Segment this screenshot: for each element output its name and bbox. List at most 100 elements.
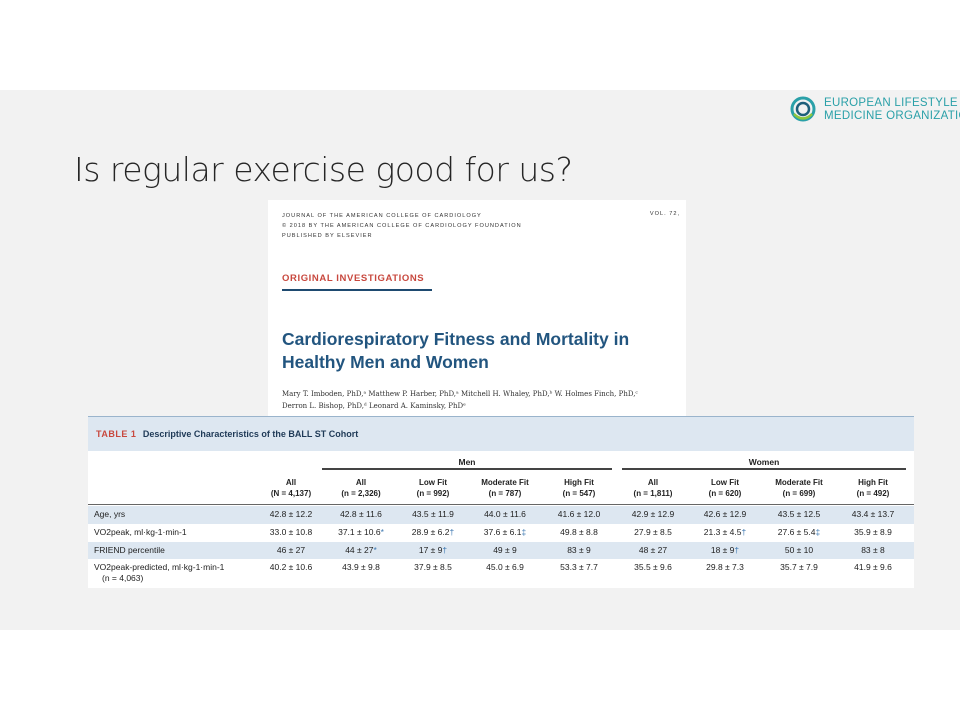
cell-value: 33.0 ± 10.8 xyxy=(269,527,313,537)
cell-footnote-mark: † xyxy=(442,545,448,555)
cell-value: 17 ± 9 xyxy=(418,545,443,555)
column-count: (n = 1,811) xyxy=(633,489,673,498)
cell-value: 35.9 ± 8.9 xyxy=(854,527,892,537)
cell-value: 42.9 ± 12.9 xyxy=(631,509,675,519)
elmo-logo: EUROPEAN LIFESTYLE MEDICINE ORGANIZATION xyxy=(790,94,960,126)
table-row: VO2peak, ml·kg-1·min-1 33.0 ± 10.8 37.1 ± … xyxy=(88,524,914,542)
cell-value: 18 ± 9 xyxy=(710,545,735,555)
cell-value: 37.6 ± 6.1 xyxy=(483,527,522,537)
header-rule xyxy=(88,504,914,505)
table-cell: 18 ± 9† xyxy=(690,545,760,556)
row-label: VO2peak, ml·kg-1·min-1 xyxy=(94,527,187,538)
journal-volume: VOL. 72, xyxy=(649,211,680,217)
cell-value: 41.6 ± 12.0 xyxy=(557,509,601,519)
group-header-men: Men xyxy=(458,457,476,467)
cell-value: 49 ± 9 xyxy=(493,545,517,555)
table-cell: 42.8 ± 12.2 xyxy=(256,509,326,520)
table-cell: 28.9 ± 6.2† xyxy=(398,527,468,538)
cell-value: 43.5 ± 12.5 xyxy=(777,509,821,519)
column-count: (n = 492) xyxy=(856,489,890,498)
table-cell: 27.9 ± 8.5 xyxy=(618,527,688,538)
logo-text: EUROPEAN LIFESTYLE MEDICINE ORGANIZATION xyxy=(824,97,960,123)
cell-value: 42.6 ± 12.9 xyxy=(703,509,747,519)
article-header-image: JOURNAL OF THE AMERICAN COLLEGE OF CARDI… xyxy=(268,200,686,416)
cell-value: 28.9 ± 6.2 xyxy=(411,527,450,537)
row-label-text: VO2peak-predicted, ml·kg-1·min-1 xyxy=(94,562,225,572)
table-cell: 44 ± 27* xyxy=(326,545,396,556)
table-cell: 44.0 ± 11.6 xyxy=(470,509,540,520)
cell-value: 27.6 ± 5.4 xyxy=(777,527,816,537)
table-cell: 49.8 ± 8.8 xyxy=(544,527,614,538)
column-name: High Fit xyxy=(564,478,594,487)
column-count: (n = 992) xyxy=(416,489,450,498)
journal-line: © 2018 BY THE AMERICAN COLLEGE OF CARDIO… xyxy=(282,223,522,229)
table-cell: 33.0 ± 10.8 xyxy=(256,527,326,538)
cell-value: 46 ± 27 xyxy=(276,545,306,555)
row-label-text: Age, yrs xyxy=(94,509,126,519)
row-label: VO2peak-predicted, ml·kg-1·min-1 (n = 4,0… xyxy=(94,562,224,584)
cell-value: 21.3 ± 4.5 xyxy=(703,527,742,537)
column-name: Moderate Fit xyxy=(775,478,823,487)
table-cell: 40.2 ± 10.6 xyxy=(256,562,326,573)
table-cell: 45.0 ± 6.9 xyxy=(470,562,540,573)
section-label: ORIGINAL INVESTIGATIONS xyxy=(282,273,425,284)
cell-value: 43.9 ± 9.8 xyxy=(342,562,380,572)
table-cell: 37.6 ± 6.1‡ xyxy=(470,527,540,538)
table-cell: 35.7 ± 7.9 xyxy=(764,562,834,573)
cell-value: 37.9 ± 8.5 xyxy=(414,562,452,572)
elmo-swirl-icon xyxy=(790,96,816,122)
article-title-line: Healthy Men and Women xyxy=(282,352,489,372)
table-cell: 42.9 ± 12.9 xyxy=(618,509,688,520)
table-cell: 43.5 ± 11.9 xyxy=(398,509,468,520)
cell-value: 48 ± 27 xyxy=(638,545,668,555)
column-header: All (n = 2,326) xyxy=(326,477,396,499)
table-cell: 50 ± 10 xyxy=(764,545,834,556)
column-header: Moderate Fit (n = 699) xyxy=(764,477,834,499)
column-header: High Fit (n = 547) xyxy=(544,477,614,499)
column-header: All (n = 1,811) xyxy=(618,477,688,499)
table-cell: 42.6 ± 12.9 xyxy=(690,509,760,520)
column-name: Moderate Fit xyxy=(481,478,529,487)
cell-footnote-mark: † xyxy=(734,545,740,555)
cell-value: 43.4 ± 13.7 xyxy=(851,509,895,519)
table-row: Age, yrs 42.8 ± 12.2 42.8 ± 11.6 43.5 ± 11.… xyxy=(88,506,914,524)
cell-value: 43.5 ± 11.9 xyxy=(412,509,454,519)
table-cell: 41.9 ± 9.6 xyxy=(838,562,908,573)
table-caption-text: Descriptive Characteristics of the BALL … xyxy=(142,429,359,439)
cell-footnote-mark: ‡ xyxy=(521,527,527,537)
table-cell: 43.5 ± 12.5 xyxy=(764,509,834,520)
column-header: Low Fit (n = 620) xyxy=(690,477,760,499)
table-row: FRIEND percentile 46 ± 27 44 ± 27* 17 ± 9† 4… xyxy=(88,542,914,559)
cell-value: 35.5 ± 9.6 xyxy=(634,562,672,572)
table-cell: 37.9 ± 8.5 xyxy=(398,562,468,573)
row-label-text: VO2peak, ml·kg-1·min-1 xyxy=(94,527,187,537)
table-cell: 17 ± 9† xyxy=(398,545,468,556)
table-cell: 42.8 ± 11.6 xyxy=(326,509,396,520)
column-header: Low Fit (n = 992) xyxy=(398,477,468,499)
cell-value: 35.7 ± 7.9 xyxy=(780,562,818,572)
table-number: TABLE 1 xyxy=(96,429,137,439)
journal-line: PUBLISHED BY ELSEVIER xyxy=(282,233,373,239)
row-label-subtext: (n = 4,063) xyxy=(102,573,144,583)
article-title-line: Cardiorespiratory Fitness and Mortality … xyxy=(282,329,630,349)
table-cell: 37.1 ± 10.6* xyxy=(326,527,396,538)
column-count: (n = 2,326) xyxy=(341,489,381,498)
column-count: (n = 547) xyxy=(562,489,596,498)
article-authors: Mary T. Imboden, PhD,ᵃ Matthew P. Harber… xyxy=(282,388,638,412)
cell-value: 40.2 ± 10.6 xyxy=(269,562,313,572)
column-count: (N = 4,137) xyxy=(270,489,312,498)
column-name: All xyxy=(355,478,367,487)
table-cell: 21.3 ± 4.5† xyxy=(690,527,760,538)
group-rule-women xyxy=(622,468,906,470)
table-row: VO2peak-predicted, ml·kg-1·min-1 (n = 4,0… xyxy=(88,559,914,589)
table-cell: 49 ± 9 xyxy=(470,545,540,556)
cell-footnote-mark: * xyxy=(373,545,377,555)
cell-value: 37.1 ± 10.6 xyxy=(338,527,381,537)
table-cell: 29.8 ± 7.3 xyxy=(690,562,760,573)
cell-value: 27.9 ± 8.5 xyxy=(634,527,672,537)
section-rule xyxy=(282,289,432,291)
table-cell: 48 ± 27 xyxy=(618,545,688,556)
journal-info: JOURNAL OF THE AMERICAN COLLEGE OF CARDI… xyxy=(282,211,522,241)
journal-line: JOURNAL OF THE AMERICAN COLLEGE OF CARDI… xyxy=(282,213,482,219)
author-line: Derron L. Bishop, PhD,ᵈ Leonard A. Kamin… xyxy=(282,402,466,410)
